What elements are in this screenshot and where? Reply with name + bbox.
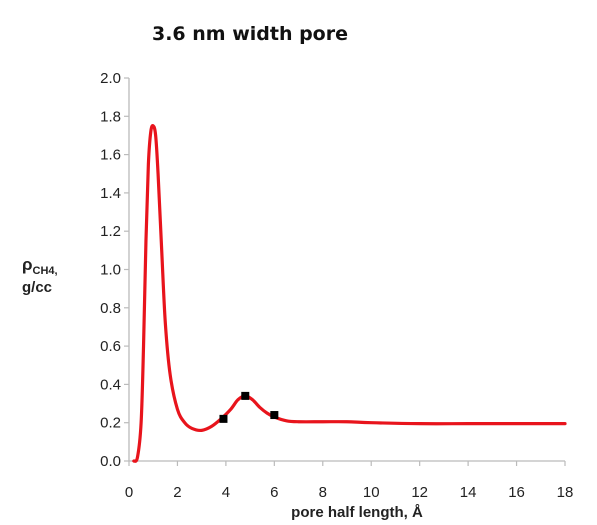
x-axis-label: pore half length, Å — [291, 504, 423, 521]
y-tick-label: 1.0 — [100, 262, 121, 279]
y-tick-label: 0.0 — [100, 453, 121, 470]
x-tick-label: 8 — [319, 484, 327, 501]
x-tick-label: 4 — [222, 484, 230, 501]
y-axis-label-subscript: CH4, — [33, 265, 58, 277]
x-tick-label: 6 — [270, 484, 278, 501]
x-tick-label: 2 — [173, 484, 181, 501]
y-tick-label: 0.8 — [100, 300, 121, 317]
x-tick-label: 18 — [557, 484, 574, 501]
y-axis-label-symbol: ρCH4, — [22, 255, 58, 277]
y-ticks: 0.0 0.2 0.4 0.6 0.8 1.0 1.2 1.4 1.6 1.8 2.0 — [100, 70, 129, 470]
y-tick-label: 0.4 — [100, 376, 121, 393]
x-tick-label: 16 — [508, 484, 525, 501]
data-marker — [241, 391, 250, 400]
y-axis-label: ρCH4, g/cc — [22, 255, 58, 296]
markers — [219, 391, 279, 423]
data-marker — [270, 411, 279, 420]
x-tick-label: 10 — [363, 484, 380, 501]
y-tick-label: 2.0 — [100, 70, 121, 87]
y-axis-label-rho: ρ — [22, 255, 33, 274]
y-tick-label: 1.8 — [100, 108, 121, 125]
y-tick-label: 1.4 — [100, 185, 121, 202]
y-tick-label: 0.2 — [100, 415, 121, 432]
x-ticks: 0 2 4 6 8 10 12 14 16 18 — [125, 461, 574, 501]
x-tick-label: 14 — [460, 484, 477, 501]
x-tick-label: 12 — [411, 484, 428, 501]
series-line — [132, 124, 567, 463]
y-tick-label: 1.6 — [100, 147, 121, 164]
y-tick-label: 0.6 — [100, 338, 121, 355]
x-tick-label: 0 — [125, 484, 133, 501]
chart-title: 3.6 nm width pore — [152, 23, 348, 45]
data-marker — [219, 414, 228, 423]
y-axis-label-unit: g/cc — [22, 279, 52, 296]
y-tick-label: 1.2 — [100, 223, 121, 240]
